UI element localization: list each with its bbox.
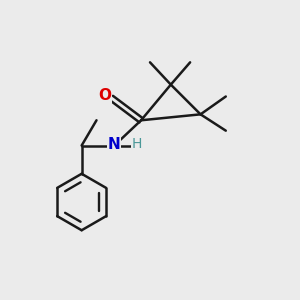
Text: H: H [132, 137, 142, 151]
Text: N: N [107, 136, 120, 152]
Text: O: O [98, 88, 111, 103]
